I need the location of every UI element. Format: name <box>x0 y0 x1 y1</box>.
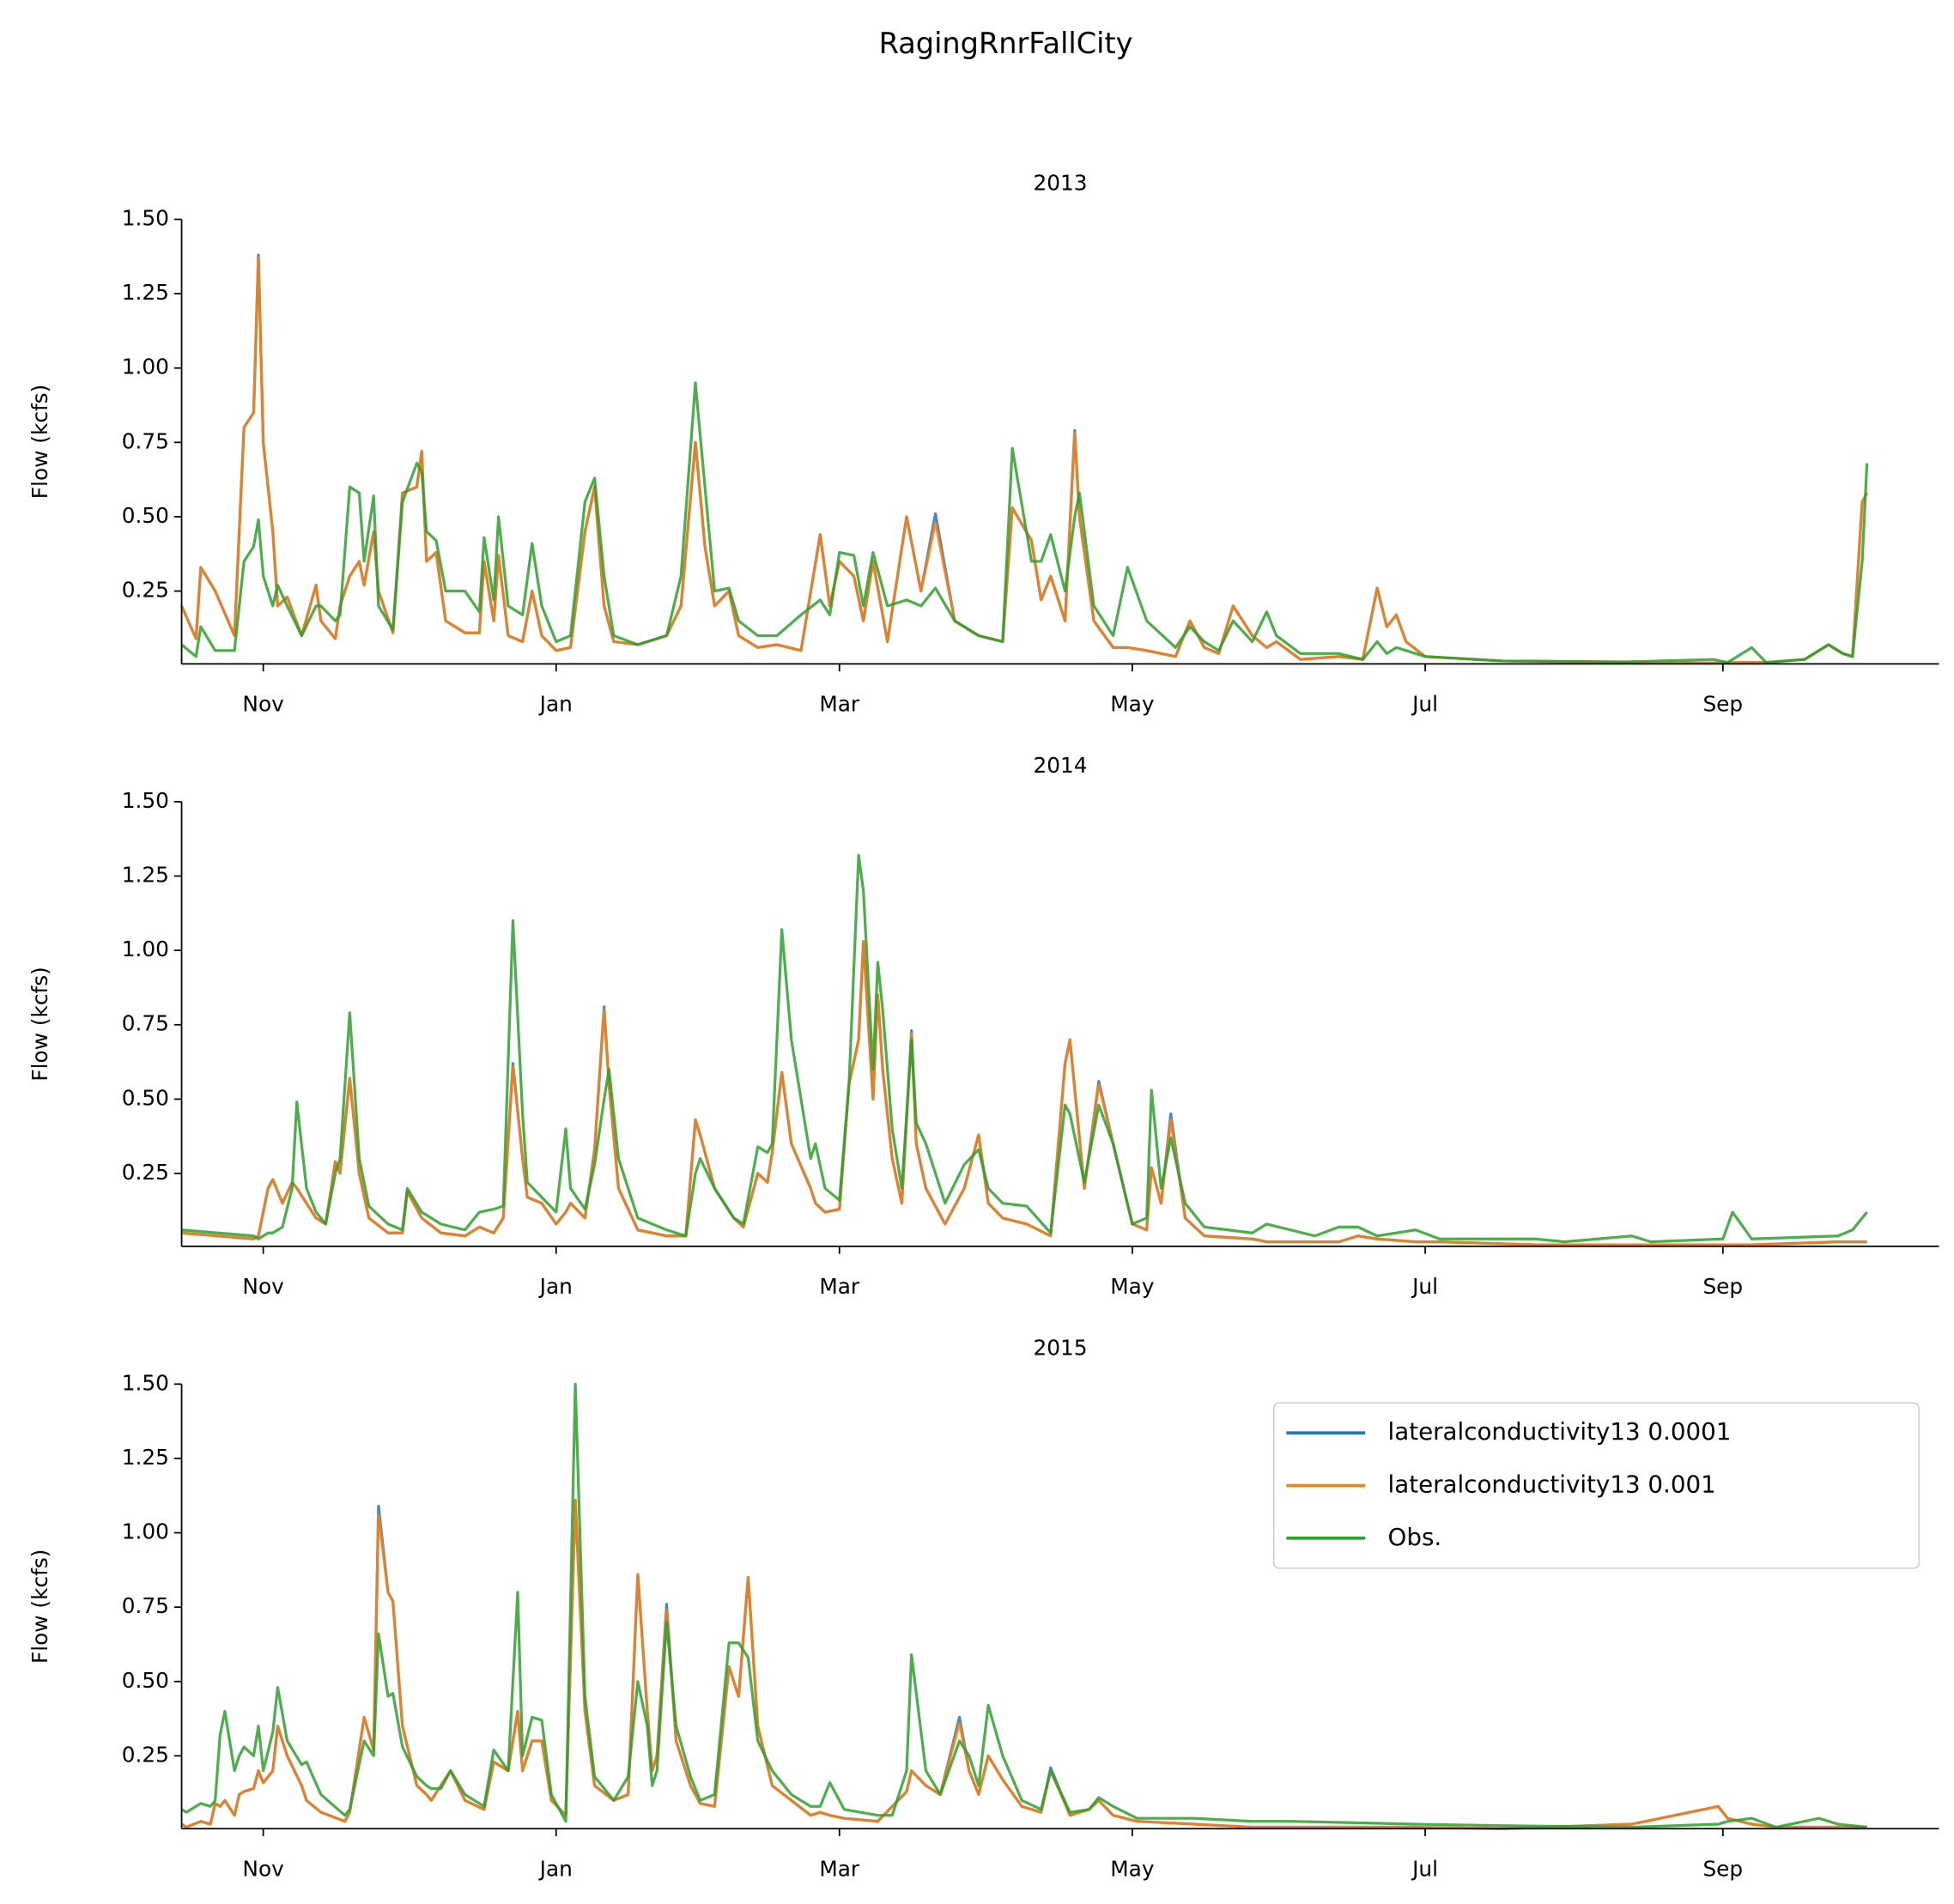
x-tick-label: Jan <box>538 692 573 717</box>
y-tick-label: 1.25 <box>122 280 169 305</box>
y-tick-label: 0.75 <box>122 428 169 453</box>
y-tick-label: 1.00 <box>122 937 169 961</box>
y-tick-label: 1.25 <box>122 1445 169 1470</box>
x-tick-label: May <box>1110 692 1154 717</box>
x-tick-label: Nov <box>242 1856 283 1881</box>
y-axis-label: Flow (kcfs) <box>27 385 52 499</box>
x-tick-label: Jul <box>1411 1274 1438 1299</box>
subplot-title: 2013 <box>1033 171 1087 196</box>
y-tick-label: 0.50 <box>122 1668 169 1693</box>
subplot-title: 2015 <box>1033 1335 1087 1360</box>
y-tick-label: 1.50 <box>122 788 169 813</box>
x-tick-label: Jan <box>538 1856 573 1881</box>
x-tick-label: Jan <box>538 1274 573 1299</box>
series-line <box>180 381 1869 664</box>
x-tick-label: Mar <box>819 1856 860 1881</box>
subplot-title: 2014 <box>1033 753 1087 778</box>
series-line <box>180 256 1869 665</box>
y-tick-label: 0.25 <box>122 578 169 603</box>
legend-label: Obs. <box>1388 1523 1442 1551</box>
legend-frame <box>1273 1402 1920 1569</box>
figure-title: RagingRnrFallCity <box>879 27 1133 60</box>
y-tick-label: 0.25 <box>122 1742 169 1767</box>
y-axis-label: Flow (kcfs) <box>27 967 52 1081</box>
y-tick-label: 1.50 <box>122 1370 169 1395</box>
x-tick-label: Jul <box>1411 1856 1438 1881</box>
legend: lateralconductivity13 0.0001 lateralcondu… <box>1273 1402 1920 1569</box>
x-tick-label: Nov <box>242 692 283 717</box>
y-tick-label: 0.50 <box>122 1085 169 1110</box>
x-tick-label: Sep <box>1702 692 1743 717</box>
y-tick-label: 1.25 <box>122 863 169 888</box>
y-tick-label: 1.00 <box>122 1519 169 1544</box>
series-line <box>180 1382 1867 1829</box>
y-tick-label: 0.50 <box>122 503 169 528</box>
x-tick-label: Sep <box>1702 1856 1743 1881</box>
legend-label: lateralconductivity13 0.0001 <box>1388 1417 1732 1446</box>
x-tick-label: Sep <box>1702 1274 1743 1299</box>
y-tick-label: 0.25 <box>122 1160 169 1185</box>
x-tick-label: May <box>1110 1274 1154 1299</box>
y-tick-label: 0.75 <box>122 1011 169 1036</box>
y-tick-label: 1.00 <box>122 355 169 379</box>
x-tick-label: Mar <box>819 692 860 717</box>
legend-label: lateralconductivity13 0.001 <box>1388 1470 1716 1499</box>
x-tick-label: May <box>1110 1856 1154 1881</box>
y-tick-label: 1.50 <box>122 205 169 230</box>
x-tick-label: Mar <box>819 1274 860 1299</box>
y-axis-label: Flow (kcfs) <box>27 1549 52 1664</box>
y-tick-label: 0.75 <box>122 1593 169 1618</box>
x-tick-label: Jul <box>1411 692 1438 717</box>
x-tick-label: Nov <box>242 1274 283 1299</box>
series-line <box>181 940 1867 1246</box>
series-line <box>181 853 1868 1244</box>
